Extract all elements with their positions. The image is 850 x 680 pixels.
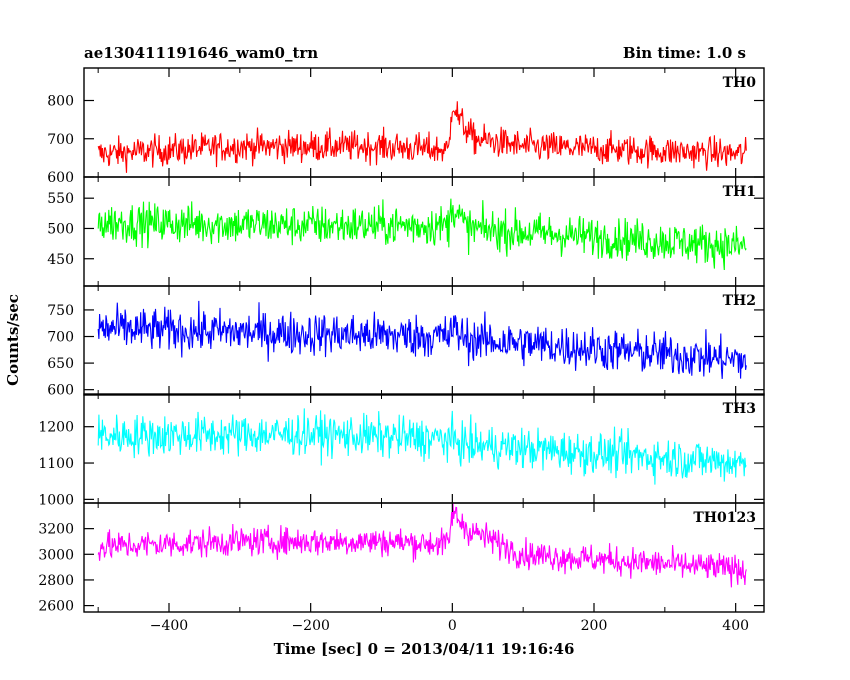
series-th3 — [97, 408, 747, 485]
chart-title: ae130411191646_wam0_trn — [84, 44, 319, 62]
x-tick-label: −400 — [150, 618, 188, 634]
y-tick-label: 700 — [47, 330, 74, 346]
x-tick-label: 400 — [722, 618, 749, 634]
series-th0 — [97, 101, 747, 173]
panel-label-th3: TH3 — [723, 401, 756, 417]
y-tick-label: 750 — [47, 303, 74, 319]
y-tick-label: 1100 — [38, 456, 74, 472]
y-tick-label: 450 — [47, 252, 74, 268]
series-th2 — [97, 300, 747, 379]
x-tick-label: −200 — [291, 618, 329, 634]
bin-time-label: Bin time: 1.0 s — [622, 44, 746, 62]
y-tick-label: 3200 — [38, 522, 74, 538]
panel-frame-th2 — [83, 285, 765, 396]
panel-label-th1: TH1 — [723, 184, 756, 200]
panel-label-th0: TH0 — [723, 75, 757, 91]
y-tick-label: 3000 — [38, 547, 74, 563]
y-tick-label: 650 — [47, 356, 74, 372]
y-tick-label: 800 — [47, 94, 74, 110]
y-tick-label: 600 — [47, 170, 74, 186]
y-tick-label: 550 — [47, 191, 74, 207]
panel-label-th2: TH2 — [723, 293, 756, 309]
x-tick-label: 200 — [581, 618, 608, 634]
panel-frame-th0123 — [83, 502, 765, 613]
y-tick-label: 2600 — [38, 599, 74, 615]
y-tick-label: 2800 — [38, 573, 74, 589]
series-th0123 — [97, 503, 747, 588]
y-axis-title: Counts/sec — [4, 294, 22, 386]
panel-label-th0123: TH0123 — [693, 510, 756, 526]
y-tick-label: 600 — [47, 383, 74, 399]
x-tick-label: 0 — [448, 618, 457, 634]
x-axis-title: Time [sec] 0 = 2013/04/11 19:16:46 — [274, 640, 575, 658]
y-tick-label: 700 — [47, 132, 74, 148]
y-tick-label: 500 — [47, 221, 74, 237]
y-tick-label: 1200 — [38, 420, 74, 436]
series-th1 — [97, 198, 747, 271]
y-tick-label: 1000 — [38, 492, 74, 508]
